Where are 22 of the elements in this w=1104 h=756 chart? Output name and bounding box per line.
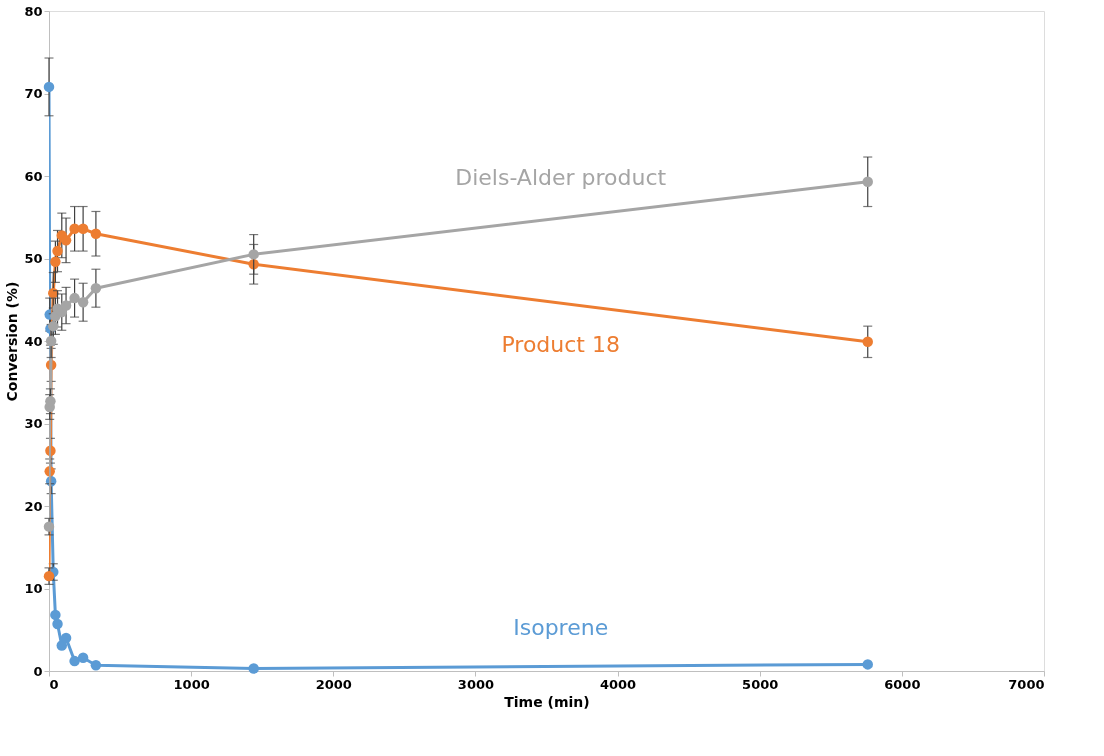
y-tick-label: 0 xyxy=(33,663,43,679)
x-tick-label: 1000 xyxy=(173,676,210,692)
y-tick-label: 20 xyxy=(24,498,43,514)
x-tick-label: 7000 xyxy=(1008,676,1045,692)
y-tick-label: 50 xyxy=(24,251,43,266)
x-tick-label: 0 xyxy=(49,676,59,692)
x-tick-label: 2000 xyxy=(315,676,352,692)
y-tick-label: 80 xyxy=(24,3,43,19)
x-tick-label: 5000 xyxy=(742,676,779,692)
y-tick-label: 40 xyxy=(24,333,43,349)
series-label: Product 18 xyxy=(501,332,620,358)
x-tick-label: 6000 xyxy=(884,676,921,692)
series-label: Diels-Alder product xyxy=(455,165,667,191)
x-tick-label: 3000 xyxy=(457,676,495,692)
y-tick-label: 30 xyxy=(24,416,43,431)
series-label: Isoprene xyxy=(513,615,609,641)
y-tick-label: 70 xyxy=(24,86,43,101)
x-axis-title: Time (min) xyxy=(504,693,590,710)
x-tick-label: 4000 xyxy=(599,676,637,692)
y-axis-title: Conversion (%) xyxy=(4,281,21,402)
y-tick-label: 60 xyxy=(24,168,43,184)
y-tick-label: 10 xyxy=(24,581,43,596)
